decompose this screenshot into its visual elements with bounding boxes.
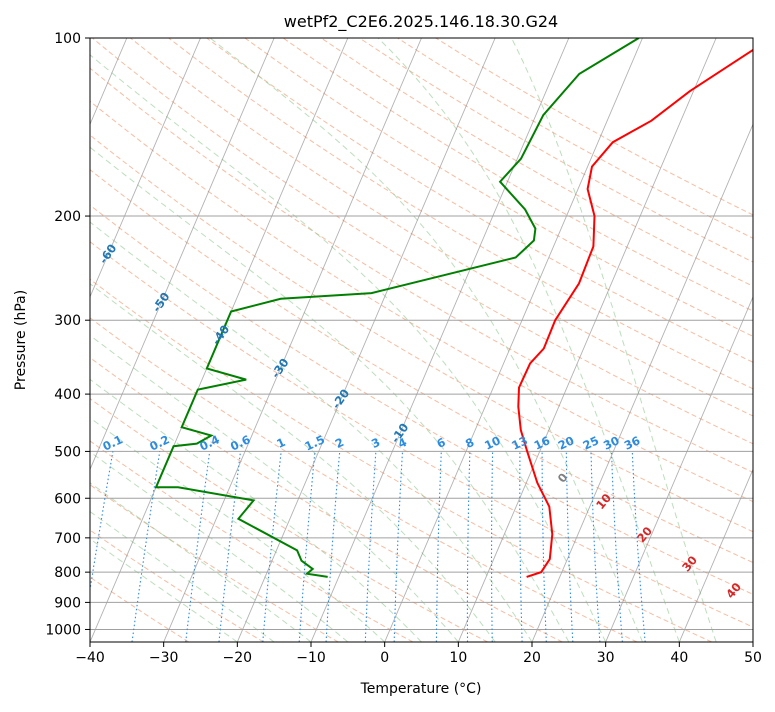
y-tick-label: 100 — [54, 31, 81, 47]
x-tick-label: −20 — [223, 650, 253, 666]
y-tick-label: 600 — [54, 491, 81, 507]
x-tick-label: 10 — [449, 650, 467, 666]
y-tick-label: 700 — [54, 531, 81, 547]
chart-title: wetPf2_C2E6.2025.146.18.30.G24 — [284, 12, 558, 32]
y-tick-label: 500 — [54, 444, 81, 460]
y-tick-label: 800 — [54, 565, 81, 581]
y-tick-label: 200 — [54, 209, 81, 225]
x-tick-label: 30 — [597, 650, 615, 666]
y-tick-label: 300 — [54, 313, 81, 329]
y-tick-label: 400 — [54, 387, 81, 403]
x-axis-label: Temperature (°C) — [360, 681, 482, 697]
x-tick-label: −30 — [149, 650, 179, 666]
y-tick-label: 1000 — [45, 622, 81, 638]
y-tick-label: 900 — [54, 595, 81, 611]
x-tick-label: −40 — [75, 650, 105, 666]
x-tick-label: 0 — [380, 650, 389, 666]
y-axis-label: Pressure (hPa) — [13, 290, 29, 390]
x-tick-label: −10 — [296, 650, 326, 666]
x-tick-label: 40 — [670, 650, 688, 666]
x-tick-label: 20 — [523, 650, 541, 666]
x-tick-label: 50 — [744, 650, 762, 666]
